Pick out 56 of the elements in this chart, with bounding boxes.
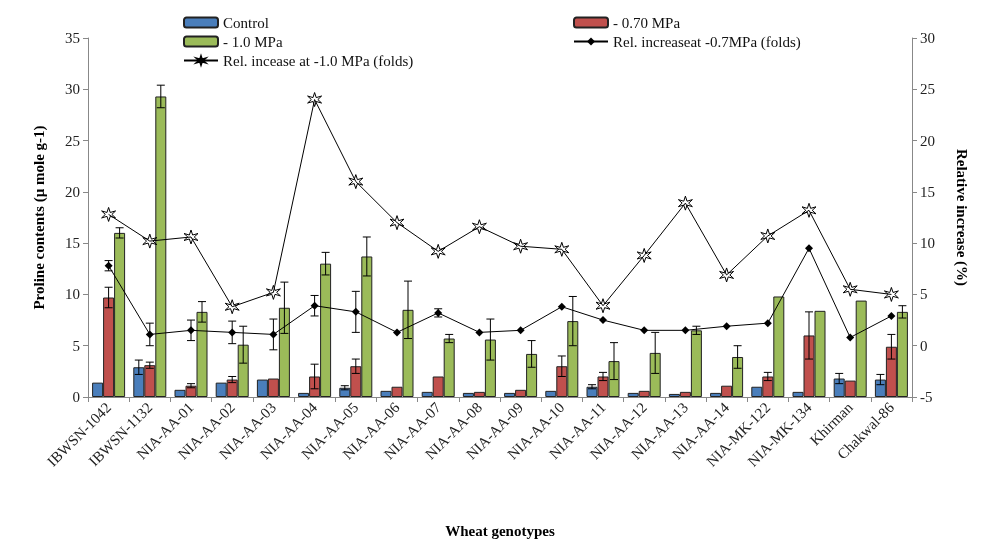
point: [516, 326, 525, 335]
point: [681, 326, 690, 335]
point: [801, 202, 817, 218]
point: [430, 243, 446, 259]
y2-tick-label: 0: [920, 337, 928, 354]
y-tick-label: 25: [65, 132, 80, 149]
point: [805, 244, 813, 253]
point: [475, 328, 484, 337]
point: [760, 228, 776, 244]
point: [554, 241, 570, 257]
y2-tick-label: 20: [920, 132, 935, 149]
y-tick-label: 5: [72, 337, 80, 354]
legend-label: - 0.70 MPa: [613, 14, 681, 31]
point: [846, 333, 855, 342]
legend-label: Rel. incease at -1.0 MPa (folds): [223, 52, 414, 70]
legend-label: Rel. increaseat -0.7MPa (folds): [613, 33, 801, 51]
point: [677, 195, 693, 211]
point: [471, 219, 487, 235]
y2-tick-label: 5: [920, 286, 928, 303]
y2-tick-label: 25: [920, 81, 935, 98]
point: [513, 238, 529, 254]
y-tick-label: 30: [65, 81, 80, 98]
y-tick-label: 15: [65, 235, 80, 252]
point: [348, 174, 364, 190]
point: [224, 299, 240, 315]
point: [389, 215, 405, 231]
x-axis-title: Wheat genotypes: [445, 522, 555, 539]
point: [719, 267, 735, 283]
point: [842, 281, 858, 297]
point: [636, 247, 652, 263]
y-tick-label: 35: [65, 30, 80, 46]
point: [883, 286, 899, 302]
legend-label: - 1.0 MPa: [223, 33, 283, 50]
point: [557, 302, 566, 311]
y2-tick-label: 30: [920, 30, 935, 46]
y-axis-title: Proline contents (µ mole g-1): [30, 125, 48, 310]
point: [722, 322, 731, 331]
point: [599, 316, 607, 325]
point: [763, 319, 772, 328]
y-tick-label: 10: [65, 286, 80, 303]
legend-label: Control: [223, 14, 269, 31]
point: [393, 328, 401, 337]
y2-axis-title: Relative increase (%): [952, 148, 970, 287]
y-tick-label: 0: [72, 389, 80, 405]
y2-tick-label: -5: [920, 389, 933, 405]
point: [640, 326, 649, 335]
point: [183, 229, 199, 245]
point: [142, 233, 158, 249]
y2-tick-label: 15: [920, 183, 935, 200]
y2-tick-label: 10: [920, 235, 935, 252]
point: [595, 298, 611, 314]
point: [101, 206, 117, 222]
point: [307, 92, 323, 108]
point: [265, 284, 281, 300]
y-tick-label: 20: [65, 183, 80, 200]
point: [887, 311, 896, 320]
